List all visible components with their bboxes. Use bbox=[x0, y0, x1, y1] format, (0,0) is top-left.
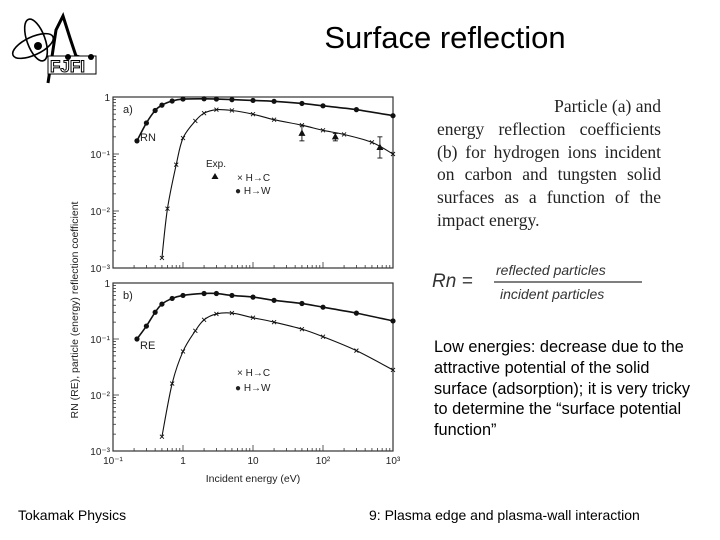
caption-first-line: Particle (a) and bbox=[554, 96, 661, 116]
svg-text:1: 1 bbox=[104, 279, 110, 290]
low-energy-note: Low energies: decrease due to the attrac… bbox=[434, 338, 691, 440]
formula-lhs: Rn = bbox=[432, 271, 473, 292]
formula-numerator: reflected particles bbox=[496, 262, 606, 278]
curve-label: RE bbox=[140, 340, 155, 352]
svg-text:10⁻¹: 10⁻¹ bbox=[90, 335, 110, 346]
handwritten-formula: Rn = reflected particles incident partic… bbox=[430, 255, 660, 310]
svg-text:● H→W: ● H→W bbox=[235, 186, 271, 197]
y-axis-label: RN (RE), particle (energy) reflection co… bbox=[69, 201, 81, 418]
svg-text:× H→C: × H→C bbox=[237, 173, 270, 184]
svg-text:10⁻³: 10⁻³ bbox=[90, 264, 110, 275]
chart-legend: × H→C ● H→W bbox=[235, 368, 271, 394]
chart-panel-a: 10⁻³ 10⁻² 10⁻¹ 1 a) RN Exp. × H→C ● H→W bbox=[90, 93, 396, 275]
x-axis-label: Incident energy (eV) bbox=[206, 473, 301, 485]
svg-text:● H→W: ● H→W bbox=[235, 383, 271, 394]
reflection-coefficient-chart: 10⁻³ 10⁻² 10⁻¹ 1 a) RN Exp. × H→C ● H→W 10⁻³ 10⁻² 1… bbox=[60, 85, 420, 495]
fjfi-logo-icon: FJFI bbox=[8, 8, 103, 88]
chart-legend: Exp. × H→C ● H→W bbox=[206, 159, 271, 197]
svg-text:× H→C: × H→C bbox=[237, 368, 270, 379]
formula-denominator: incident particles bbox=[500, 286, 604, 302]
svg-text:FJFI: FJFI bbox=[50, 57, 85, 76]
svg-text:10⁻¹: 10⁻¹ bbox=[90, 150, 110, 161]
slide-title: Surface reflection bbox=[324, 20, 566, 55]
svg-text:10²: 10² bbox=[316, 456, 331, 467]
panel-label: b) bbox=[123, 290, 133, 302]
chart-panel-b: 10⁻³ 10⁻² 10⁻¹ 1 b) RE × H→C ● H→W bbox=[90, 279, 396, 458]
curve-label: RN bbox=[140, 132, 156, 144]
svg-text:10⁻²: 10⁻² bbox=[90, 391, 110, 402]
svg-text:10⁻¹: 10⁻¹ bbox=[103, 456, 123, 467]
svg-text:1: 1 bbox=[104, 93, 110, 104]
svg-text:10³: 10³ bbox=[386, 456, 401, 467]
svg-text:1: 1 bbox=[180, 456, 186, 467]
caption-body: energy reflection coefficients (b) for h… bbox=[437, 118, 661, 230]
svg-text:10⁻³: 10⁻³ bbox=[90, 447, 110, 458]
figure-caption: Particle (a) and energy reflection coeff… bbox=[437, 95, 661, 232]
footer-course-title: Tokamak Physics bbox=[18, 507, 127, 523]
svg-text:10⁻²: 10⁻² bbox=[90, 207, 110, 218]
svg-text:Exp.: Exp. bbox=[206, 159, 226, 170]
panel-label: a) bbox=[123, 104, 133, 116]
footer-lecture-title: 9: Plasma edge and plasma-wall interacti… bbox=[369, 507, 640, 523]
svg-text:10: 10 bbox=[247, 456, 259, 467]
